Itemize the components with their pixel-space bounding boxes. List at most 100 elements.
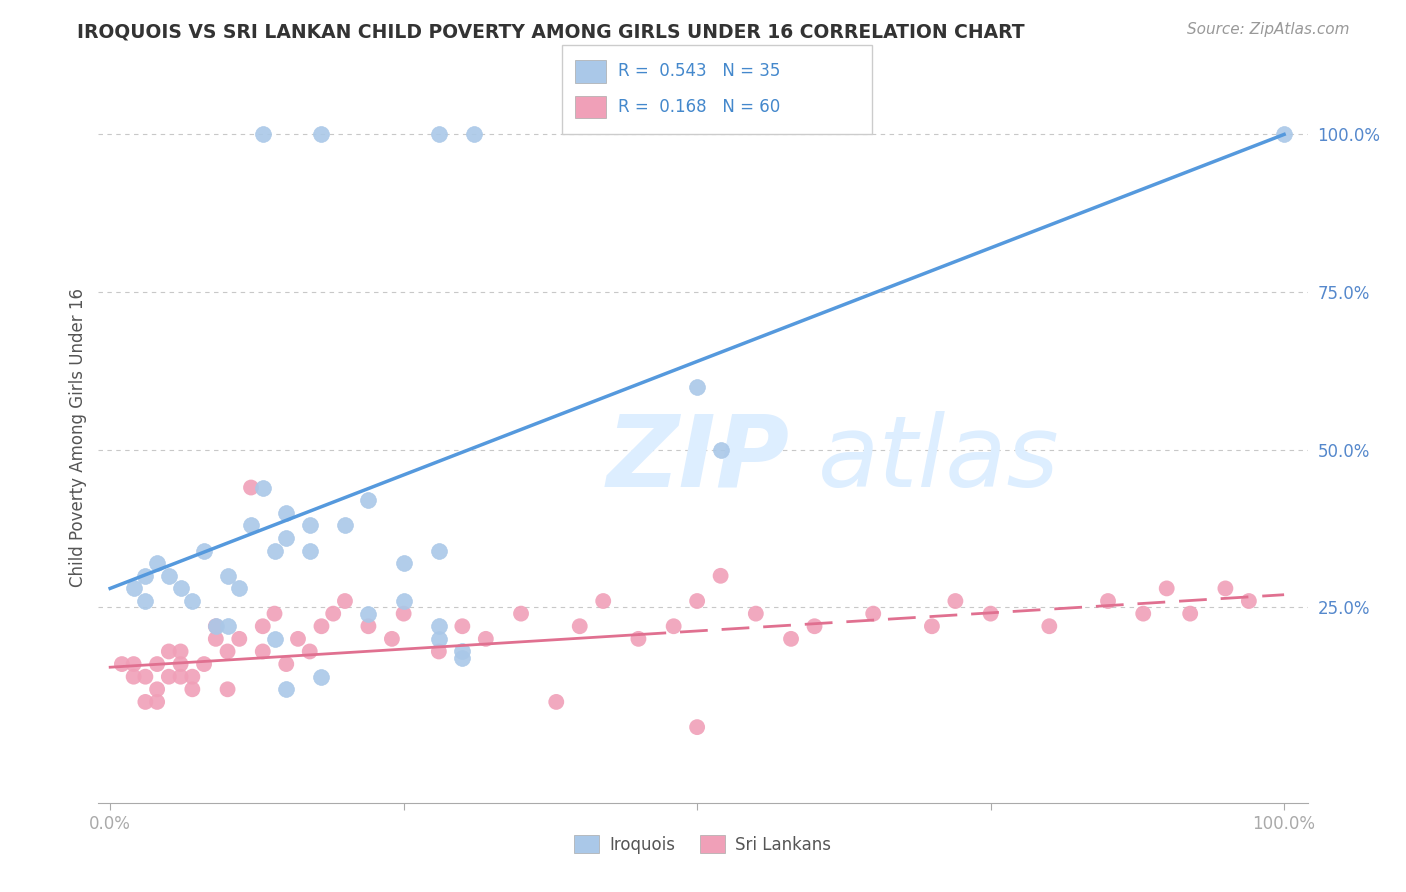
- Point: [686, 379, 709, 393]
- Point: [252, 644, 274, 658]
- Point: [122, 657, 145, 671]
- Point: [298, 543, 321, 558]
- Point: [568, 619, 591, 633]
- Point: [181, 670, 204, 684]
- Point: [1237, 594, 1260, 608]
- Point: [146, 695, 169, 709]
- Point: [427, 619, 450, 633]
- Text: IROQUOIS VS SRI LANKAN CHILD POVERTY AMONG GIRLS UNDER 16 CORRELATION CHART: IROQUOIS VS SRI LANKAN CHILD POVERTY AMO…: [77, 22, 1025, 41]
- Point: [181, 594, 204, 608]
- Point: [252, 128, 274, 142]
- Point: [276, 657, 298, 671]
- Point: [451, 619, 474, 633]
- Point: [333, 594, 356, 608]
- Point: [311, 128, 333, 142]
- Point: [392, 607, 415, 621]
- Point: [357, 493, 380, 508]
- Point: [1097, 594, 1119, 608]
- Point: [710, 569, 733, 583]
- Point: [240, 518, 263, 533]
- Point: [463, 128, 485, 142]
- Point: [263, 607, 285, 621]
- Point: [686, 720, 709, 734]
- Point: [134, 594, 156, 608]
- Point: [217, 644, 239, 658]
- Point: [169, 670, 191, 684]
- Point: [146, 682, 169, 697]
- Point: [1180, 607, 1202, 621]
- Point: [169, 644, 191, 658]
- Point: [134, 695, 156, 709]
- Point: [357, 619, 380, 633]
- Point: [311, 670, 333, 684]
- Point: [710, 442, 733, 457]
- Point: [204, 619, 226, 633]
- Y-axis label: Child Poverty Among Girls Under 16: Child Poverty Among Girls Under 16: [69, 287, 87, 587]
- Text: atlas: atlas: [818, 410, 1060, 508]
- Point: [803, 619, 825, 633]
- Point: [1272, 128, 1295, 142]
- Point: [475, 632, 498, 646]
- Point: [228, 632, 250, 646]
- Point: [427, 128, 450, 142]
- Point: [298, 644, 321, 658]
- Point: [381, 632, 404, 646]
- Point: [134, 670, 156, 684]
- Point: [745, 607, 768, 621]
- Point: [169, 582, 191, 596]
- FancyBboxPatch shape: [575, 96, 606, 119]
- Point: [111, 657, 134, 671]
- Point: [1156, 582, 1178, 596]
- Point: [193, 657, 215, 671]
- Point: [451, 644, 474, 658]
- Point: [287, 632, 309, 646]
- Point: [427, 644, 450, 658]
- Point: [122, 582, 145, 596]
- Point: [240, 481, 263, 495]
- Point: [146, 556, 169, 570]
- Point: [228, 582, 250, 596]
- Text: Source: ZipAtlas.com: Source: ZipAtlas.com: [1187, 22, 1350, 37]
- Point: [217, 619, 239, 633]
- Point: [169, 657, 191, 671]
- FancyBboxPatch shape: [562, 45, 872, 134]
- Point: [357, 607, 380, 621]
- FancyBboxPatch shape: [575, 61, 606, 83]
- Point: [392, 594, 415, 608]
- Point: [333, 518, 356, 533]
- Point: [322, 607, 344, 621]
- Point: [451, 650, 474, 665]
- Legend: Iroquois, Sri Lankans: Iroquois, Sri Lankans: [568, 829, 838, 860]
- Point: [252, 481, 274, 495]
- Point: [1215, 582, 1237, 596]
- Point: [276, 506, 298, 520]
- Point: [510, 607, 533, 621]
- Point: [146, 657, 169, 671]
- Point: [392, 556, 415, 570]
- Point: [193, 543, 215, 558]
- Point: [427, 543, 450, 558]
- Point: [780, 632, 803, 646]
- Point: [1132, 607, 1154, 621]
- Text: R =  0.168   N = 60: R = 0.168 N = 60: [619, 97, 780, 116]
- Point: [204, 632, 226, 646]
- Point: [157, 644, 180, 658]
- Point: [945, 594, 967, 608]
- Point: [217, 569, 239, 583]
- Point: [686, 594, 709, 608]
- Point: [662, 619, 685, 633]
- Point: [134, 569, 156, 583]
- Point: [276, 682, 298, 697]
- Point: [252, 619, 274, 633]
- Point: [592, 594, 614, 608]
- Point: [1038, 619, 1060, 633]
- Point: [263, 632, 285, 646]
- Point: [298, 518, 321, 533]
- Point: [627, 632, 650, 646]
- Point: [157, 670, 180, 684]
- Text: R =  0.543   N = 35: R = 0.543 N = 35: [619, 62, 780, 80]
- Point: [204, 619, 226, 633]
- Point: [122, 670, 145, 684]
- Point: [427, 632, 450, 646]
- Point: [217, 682, 239, 697]
